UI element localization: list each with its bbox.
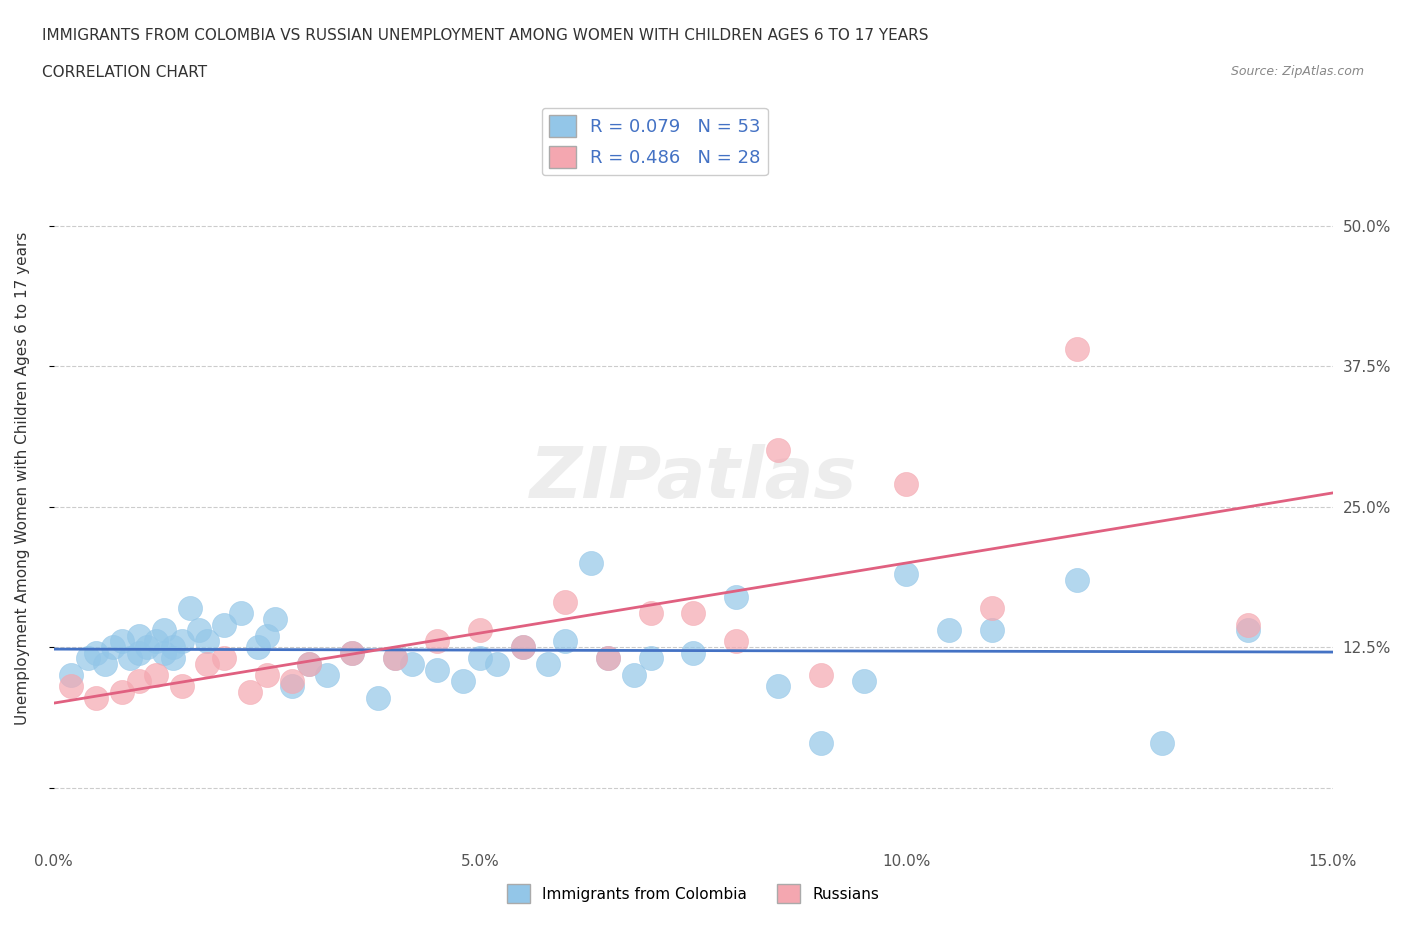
Text: IMMIGRANTS FROM COLOMBIA VS RUSSIAN UNEMPLOYMENT AMONG WOMEN WITH CHILDREN AGES : IMMIGRANTS FROM COLOMBIA VS RUSSIAN UNEM… xyxy=(42,28,929,43)
Point xyxy=(153,645,176,660)
Point xyxy=(384,651,406,666)
Point xyxy=(256,668,278,683)
Point xyxy=(579,555,602,570)
Point xyxy=(195,634,218,649)
Point xyxy=(128,673,150,688)
Point xyxy=(340,645,363,660)
Point xyxy=(367,690,389,705)
Point xyxy=(980,623,1002,638)
Point xyxy=(724,589,747,604)
Point xyxy=(384,651,406,666)
Point xyxy=(111,684,134,699)
Point xyxy=(596,651,619,666)
Point xyxy=(596,651,619,666)
Point xyxy=(256,629,278,644)
Point xyxy=(1066,342,1088,357)
Point xyxy=(128,645,150,660)
Point xyxy=(170,679,193,694)
Point xyxy=(980,601,1002,616)
Point xyxy=(1236,623,1258,638)
Point xyxy=(264,612,287,627)
Point xyxy=(195,657,218,671)
Point xyxy=(76,651,98,666)
Point xyxy=(640,651,662,666)
Text: Source: ZipAtlas.com: Source: ZipAtlas.com xyxy=(1230,65,1364,78)
Point xyxy=(486,657,509,671)
Point xyxy=(468,623,491,638)
Point xyxy=(768,679,790,694)
Point xyxy=(468,651,491,666)
Point xyxy=(179,601,201,616)
Point xyxy=(84,645,107,660)
Point xyxy=(212,651,235,666)
Point xyxy=(145,668,167,683)
Point xyxy=(852,673,875,688)
Point xyxy=(59,668,82,683)
Point xyxy=(340,645,363,660)
Point xyxy=(239,684,262,699)
Point xyxy=(401,657,423,671)
Point xyxy=(281,679,304,694)
Point xyxy=(231,606,253,621)
Point xyxy=(153,623,176,638)
Point xyxy=(682,606,704,621)
Text: CORRELATION CHART: CORRELATION CHART xyxy=(42,65,207,80)
Point xyxy=(896,566,918,581)
Point xyxy=(162,640,184,655)
Point xyxy=(623,668,645,683)
Point xyxy=(298,657,321,671)
Point xyxy=(170,634,193,649)
Point xyxy=(120,651,142,666)
Point xyxy=(59,679,82,694)
Point xyxy=(640,606,662,621)
Point xyxy=(103,640,125,655)
Point xyxy=(281,673,304,688)
Point xyxy=(247,640,270,655)
Point xyxy=(554,594,576,609)
Y-axis label: Unemployment Among Women with Children Ages 6 to 17 years: Unemployment Among Women with Children A… xyxy=(15,232,30,725)
Point xyxy=(512,640,534,655)
Point xyxy=(810,668,832,683)
Point xyxy=(1066,572,1088,587)
Point xyxy=(136,640,159,655)
Point xyxy=(724,634,747,649)
Point xyxy=(938,623,960,638)
Point xyxy=(298,657,321,671)
Legend: R = 0.079   N = 53, R = 0.486   N = 28: R = 0.079 N = 53, R = 0.486 N = 28 xyxy=(541,108,768,175)
Point xyxy=(512,640,534,655)
Point xyxy=(1152,736,1174,751)
Point xyxy=(94,657,117,671)
Point xyxy=(768,443,790,458)
Text: ZIPatlas: ZIPatlas xyxy=(530,444,856,513)
Point xyxy=(682,645,704,660)
Point xyxy=(187,623,209,638)
Point xyxy=(537,657,560,671)
Point xyxy=(896,477,918,492)
Point xyxy=(111,634,134,649)
Point xyxy=(451,673,474,688)
Point xyxy=(1236,618,1258,632)
Point xyxy=(315,668,337,683)
Point xyxy=(212,618,235,632)
Point xyxy=(84,690,107,705)
Point xyxy=(426,662,449,677)
Point xyxy=(145,634,167,649)
Point xyxy=(162,651,184,666)
Point xyxy=(810,736,832,751)
Point xyxy=(426,634,449,649)
Point xyxy=(128,629,150,644)
Point xyxy=(554,634,576,649)
